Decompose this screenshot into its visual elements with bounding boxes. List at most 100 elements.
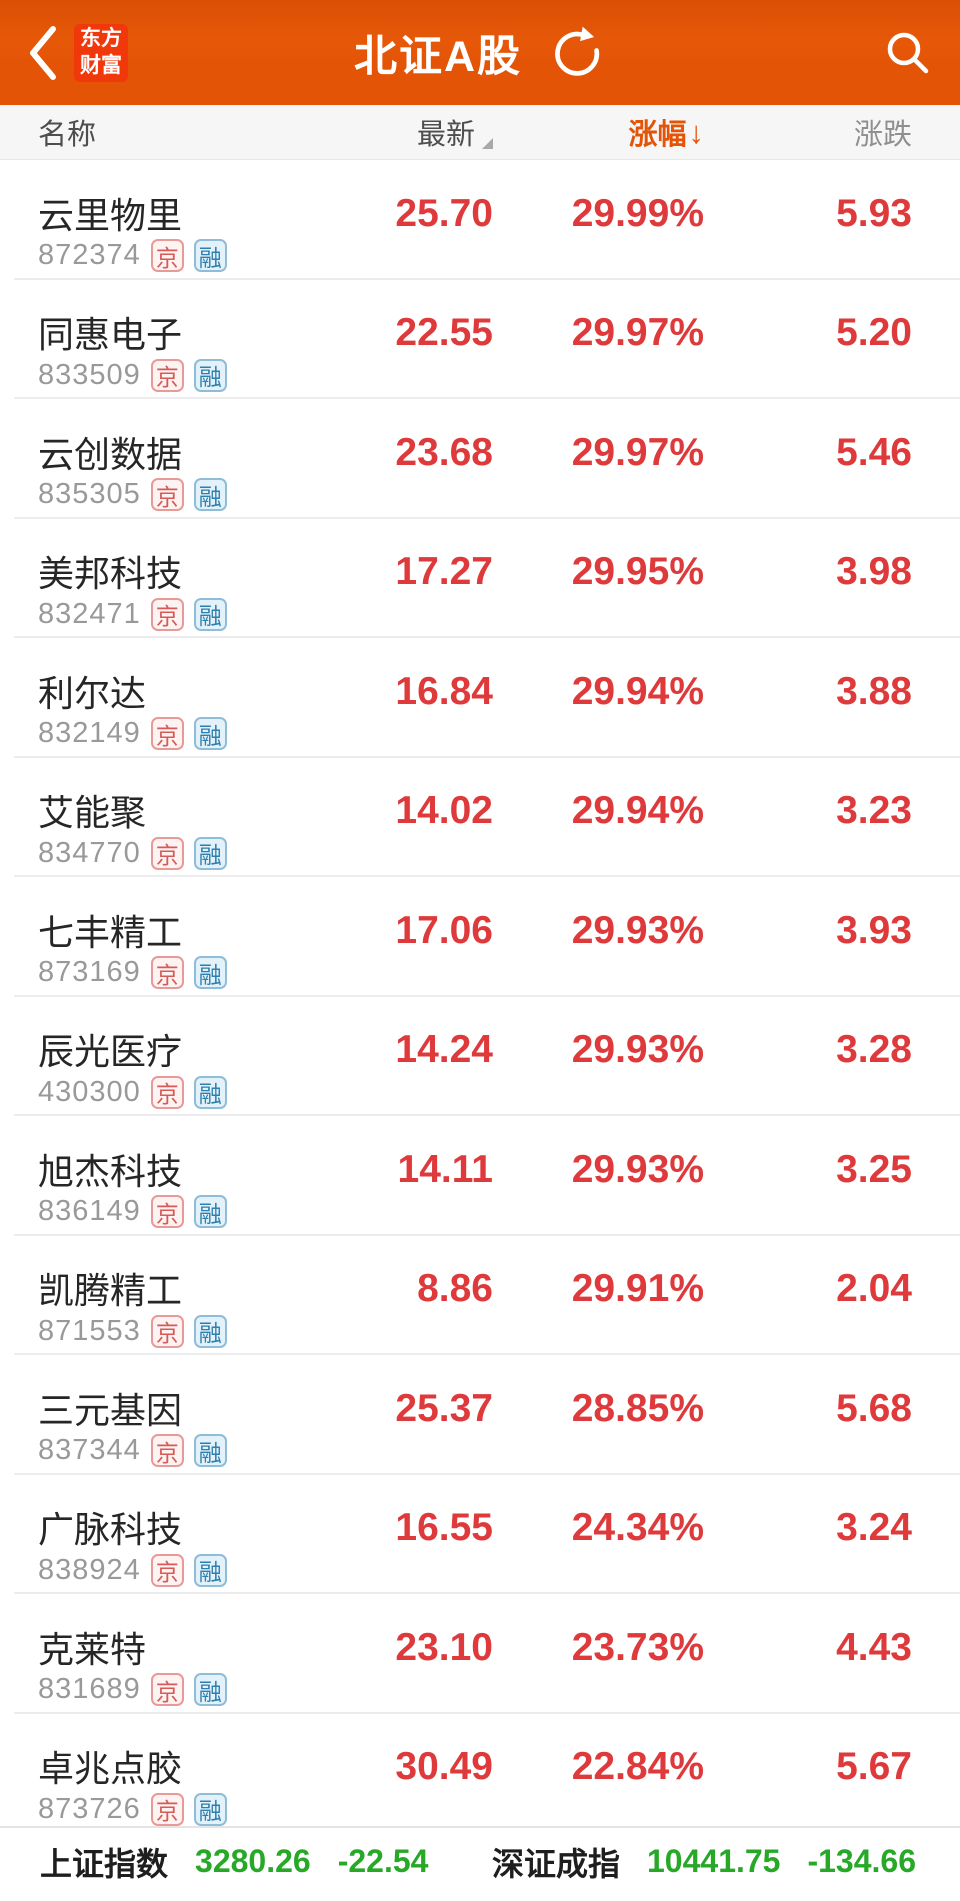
table-row[interactable]: 辰光医疗 430300 京 融 14.24 29.93% 3.28 <box>0 996 960 1117</box>
jing-badge: 京 <box>150 1553 184 1587</box>
stock-code: 831689 <box>38 1673 141 1705</box>
rong-badge: 融 <box>193 1434 227 1467</box>
sz-index-label: 深证成指 <box>491 1845 620 1882</box>
table-row[interactable]: 利尔达 832149 京 融 16.84 29.94% 3.88 <box>0 638 960 758</box>
back-button[interactable] <box>20 23 64 83</box>
name-cell: 美邦科技 832471 京 融 <box>38 519 288 639</box>
table-row[interactable]: 同惠电子 833509 京 融 22.55 29.97% 5.20 <box>0 279 960 400</box>
rong-badge: 融 <box>193 597 227 631</box>
sh-index-label: 上证指数 <box>40 1845 169 1882</box>
change-value: 4.43 <box>836 1625 912 1669</box>
jing-badge: 京 <box>150 1075 184 1109</box>
stock-code: 833509 <box>38 358 141 391</box>
change-value: 3.25 <box>836 1147 912 1191</box>
sh-index-value: 3280.26 <box>195 1843 311 1879</box>
stock-name: 三元基因 <box>38 1389 183 1431</box>
jing-badge: 京 <box>150 836 184 870</box>
price-value: 22.55 <box>395 311 493 355</box>
rong-badge: 融 <box>193 1792 227 1826</box>
pct-value: 29.95% <box>571 550 704 594</box>
price-value: 14.02 <box>395 789 493 833</box>
table-row[interactable]: 三元基因 837344 京 融 25.37 28.85% 5.68 <box>0 1355 960 1475</box>
indices-footer[interactable]: 上证指数 3280.26 -22.54 深证成指 10441.75 -134.6… <box>0 1826 960 1901</box>
name-cell: 七丰精工 873169 京 融 <box>38 877 288 997</box>
pct-value: 29.93% <box>571 1028 704 1072</box>
stock-code: 834770 <box>38 836 141 869</box>
rong-badge: 融 <box>193 1673 227 1706</box>
sortable-corner-icon <box>482 138 493 149</box>
change-value: 3.88 <box>836 669 912 713</box>
stock-code: 873169 <box>38 956 141 988</box>
column-pct[interactable]: 涨幅 ↓ <box>493 111 704 153</box>
stock-name: 辰光医疗 <box>38 1031 183 1072</box>
pct-value: 29.93% <box>571 908 704 952</box>
pct-value: 29.97% <box>571 311 704 355</box>
stock-code: 430300 <box>38 1075 141 1108</box>
name-cell: 卓兆点胶 873726 京 融 <box>38 1714 288 1834</box>
table-row[interactable]: 广脉科技 838924 京 融 16.55 24.34% 3.24 <box>0 1474 960 1595</box>
name-cell: 克莱特 831689 京 融 <box>38 1594 288 1714</box>
table-row[interactable]: 艾能聚 834770 京 融 14.02 29.94% 3.23 <box>0 757 960 877</box>
stock-name: 艾能聚 <box>38 792 147 833</box>
stock-name: 云里物里 <box>38 194 183 236</box>
jing-badge: 京 <box>150 717 184 750</box>
column-change[interactable]: 涨跌 <box>853 119 912 151</box>
jing-badge: 京 <box>150 1792 184 1826</box>
code-line: 832149 京 融 <box>38 715 288 753</box>
jing-badge: 京 <box>150 478 184 511</box>
page-title: 北证A股 <box>353 32 523 81</box>
search-button[interactable] <box>880 25 936 81</box>
column-pct-label: 涨幅 <box>628 119 687 151</box>
pct-value: 28.85% <box>571 1386 704 1430</box>
rong-badge: 融 <box>193 1314 227 1348</box>
title-group: 北证A股 <box>354 22 606 84</box>
price-value: 14.24 <box>395 1028 493 1072</box>
change-value: 5.67 <box>836 1745 912 1789</box>
jing-badge: 京 <box>150 239 184 272</box>
column-name[interactable]: 名称 <box>38 119 97 151</box>
stock-code: 871553 <box>38 1314 141 1347</box>
sort-desc-arrow-icon: ↓ <box>688 115 705 150</box>
jing-badge: 京 <box>150 597 184 631</box>
price-value: 30.49 <box>395 1745 493 1789</box>
table-row[interactable]: 七丰精工 873169 京 融 17.06 29.93% 3.93 <box>0 877 960 997</box>
jing-badge: 京 <box>150 956 184 989</box>
table-row[interactable]: 旭杰科技 836149 京 融 14.11 29.93% 3.25 <box>0 1116 960 1236</box>
price-value: 17.06 <box>395 908 493 952</box>
stock-name: 广脉科技 <box>38 1509 183 1550</box>
stock-code: 832149 <box>38 717 141 749</box>
name-cell: 凯腾精工 871553 京 融 <box>38 1236 288 1356</box>
rong-badge: 融 <box>193 717 227 750</box>
code-line: 835305 京 融 <box>38 476 288 514</box>
refresh-icon[interactable] <box>548 24 606 82</box>
pct-value: 29.97% <box>571 430 704 474</box>
name-cell: 辰光医疗 430300 京 融 <box>38 997 288 1117</box>
pct-value: 29.94% <box>571 789 704 833</box>
rong-badge: 融 <box>193 1075 227 1109</box>
change-value: 3.28 <box>836 1028 912 1072</box>
app-bar: 东方 财富 北证A股 <box>0 0 960 105</box>
table-row[interactable]: 凯腾精工 871553 京 融 8.86 29.91% 2.04 <box>0 1235 960 1356</box>
code-line: 873169 京 融 <box>38 954 288 992</box>
table-row[interactable]: 克莱特 831689 京 融 23.10 23.73% 4.43 <box>0 1594 960 1714</box>
stock-code: 837344 <box>38 1434 141 1466</box>
table-row[interactable]: 美邦科技 832471 京 融 17.27 29.95% 3.98 <box>0 518 960 639</box>
table-row[interactable]: 卓兆点胶 873726 京 融 30.49 22.84% 5.67 <box>0 1713 960 1834</box>
change-value: 5.68 <box>836 1386 912 1430</box>
table-row[interactable]: 云创数据 835305 京 融 23.68 29.97% 5.46 <box>0 399 960 519</box>
rong-badge: 融 <box>193 478 227 511</box>
name-cell: 同惠电子 833509 京 融 <box>38 280 288 400</box>
back-chevron-icon <box>26 24 58 82</box>
stock-name: 同惠电子 <box>38 314 183 355</box>
table-row[interactable]: 云里物里 872374 京 融 25.70 29.99% 5.93 <box>0 160 960 280</box>
name-cell: 广脉科技 838924 京 融 <box>38 1475 288 1595</box>
sz-index-change: -134.66 <box>807 1843 916 1879</box>
stock-code: 835305 <box>38 478 141 510</box>
change-value: 2.04 <box>836 1267 912 1311</box>
code-line: 834770 京 融 <box>38 834 288 872</box>
price-value: 23.10 <box>395 1625 493 1669</box>
eastmoney-logo: 东方 财富 <box>74 23 128 82</box>
column-latest[interactable]: 最新 <box>288 111 493 153</box>
price-value: 8.86 <box>417 1267 493 1311</box>
